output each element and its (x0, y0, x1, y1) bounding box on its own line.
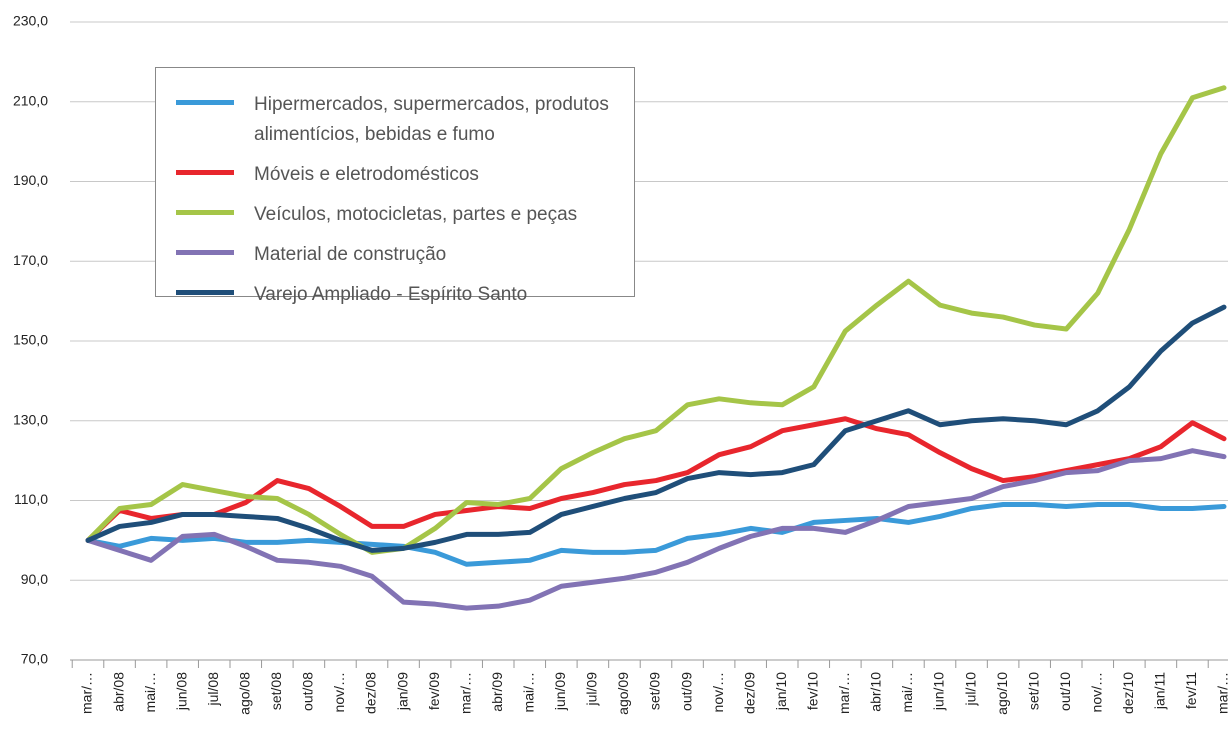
legend-swatch (176, 170, 234, 175)
legend-item: Material de construção (176, 240, 634, 270)
x-tick-label: fev/10 (804, 672, 820, 710)
legend-item: Hipermercados, supermercados, produtos a… (176, 90, 634, 150)
legend-label: Móveis e eletrodomésticos (254, 164, 479, 185)
x-tick-label: set/08 (268, 672, 284, 710)
legend-swatch (176, 290, 234, 295)
x-tick-label: nov/… (1088, 672, 1104, 712)
x-tick-label: abr/08 (110, 672, 126, 712)
x-tick-label: dez/08 (363, 672, 379, 714)
series-line (85, 448, 1227, 611)
x-tick-label: nov/… (710, 672, 726, 712)
x-tick-label: jan/09 (394, 672, 410, 711)
legend-swatch (176, 250, 234, 255)
x-tick-label: abr/10 (868, 672, 884, 712)
x-tick-label: out/08 (300, 672, 316, 711)
x-tick-label: jul/10 (962, 672, 978, 707)
x-tick-label: ago/10 (994, 672, 1010, 715)
x-tick-label: dez/10 (1120, 672, 1136, 714)
y-tick-label: 130,0 (13, 411, 48, 427)
legend-label: Material de construção (254, 244, 447, 265)
x-tick-label: ago/09 (615, 672, 631, 715)
x-tick-label: mar/… (457, 672, 473, 714)
x-tick-label: fev/09 (426, 672, 442, 710)
legend-label: Hipermercados, supermercados, produtos a… (254, 94, 609, 145)
legend-label: Veículos, motocicletas, partes e peças (254, 204, 578, 225)
x-tick-label: jul/08 (205, 672, 221, 707)
x-tick-label: mai/… (142, 672, 158, 712)
series-line (85, 501, 1227, 567)
y-tick-label: 210,0 (13, 92, 48, 108)
x-tick-label: dez/09 (741, 672, 757, 714)
legend-item: Móveis e eletrodomésticos (176, 160, 634, 190)
x-tick-label: jan/10 (773, 672, 789, 711)
x-tick-label: ago/08 (236, 672, 252, 715)
y-tick-label: 150,0 (13, 332, 48, 348)
y-tick-label: 90,0 (21, 571, 48, 587)
legend-item: Varejo Ampliado - Espírito Santo (176, 280, 634, 310)
x-tick-label: jun/08 (173, 672, 189, 711)
x-tick-label: jun/10 (931, 672, 947, 711)
y-tick-label: 230,0 (13, 13, 48, 29)
y-tick-label: 170,0 (13, 252, 48, 268)
x-tick-label: mai/… (899, 672, 915, 712)
series-line (85, 85, 1227, 555)
legend-label: Varejo Ampliado - Espírito Santo (254, 284, 528, 305)
x-tick-label: jun/09 (552, 672, 568, 711)
series-line (85, 416, 1227, 543)
x-tick-label: jan/11 (1152, 672, 1168, 710)
x-tick-label: mar/… (836, 672, 852, 714)
legend: Hipermercados, supermercados, produtos a… (155, 67, 635, 305)
legend-swatch (176, 210, 234, 215)
y-tick-label: 70,0 (21, 651, 48, 667)
x-tick-label: set/09 (647, 672, 663, 710)
x-tick-label: mar/… (79, 672, 95, 714)
x-tick-label: mai/… (520, 672, 536, 712)
legend-swatch (176, 100, 234, 105)
legend-item: Veículos, motocicletas, partes e peças (176, 200, 634, 230)
x-tick-label: jul/09 (584, 672, 600, 707)
x-tick-label: set/10 (1025, 672, 1041, 710)
y-tick-label: 110,0 (14, 491, 48, 507)
y-tick-label: 190,0 (13, 172, 48, 188)
series-line (85, 304, 1227, 553)
x-tick-label: mar/… (1215, 672, 1230, 714)
x-tick-label: out/09 (678, 672, 694, 711)
x-tick-label: out/10 (1057, 672, 1073, 711)
x-tick-label: nov/… (331, 672, 347, 712)
x-tick-label: abr/09 (489, 672, 505, 712)
x-tick-label: fev/11 (1183, 672, 1199, 709)
